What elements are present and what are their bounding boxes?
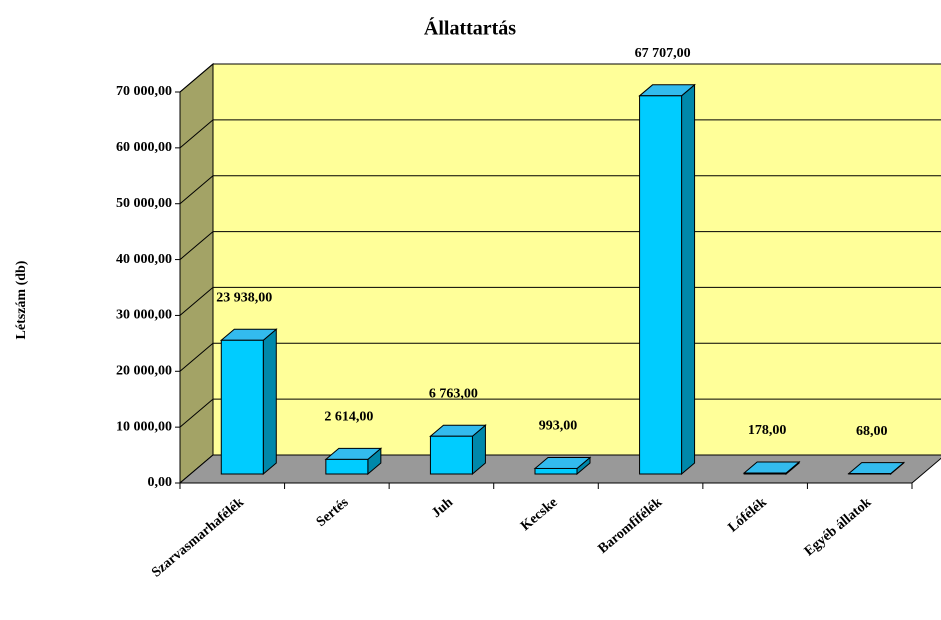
y-tick-label: 30 000,00 [116,308,172,323]
value-label: 993,00 [539,419,578,434]
bar-side [262,328,277,476]
y-tick-label: 70 000,00 [116,84,172,99]
y-tick-label: 0,00 [148,475,173,490]
y-tick-label: 60 000,00 [116,140,172,155]
x-tick-label: Szarvasmarhafélék [149,495,247,581]
y-axis-label: Létszám (db) [14,260,29,339]
bar [325,458,369,475]
bar [429,435,473,475]
grid-line [179,286,941,316]
chart-title: Állattartás [424,17,516,40]
value-label: 23 938,00 [216,291,272,306]
x-tick-label: Egyéb állatok [802,495,875,559]
grid-line [179,119,941,149]
value-label: 2 614,00 [324,410,373,425]
bar-side [681,83,696,476]
x-tick-label: Sertés [314,495,352,530]
bar [534,467,578,475]
x-tick-label: Kecske [518,495,560,534]
bar [743,472,787,475]
y-tick-label: 20 000,00 [116,364,172,379]
side-wall [179,62,214,485]
grid-line [179,231,941,260]
grid-line [179,63,941,93]
y-tick-label: 40 000,00 [116,252,172,267]
grid-line [179,175,941,205]
value-label: 6 763,00 [429,386,478,401]
value-label: 68,00 [856,424,888,439]
grid-line [179,398,941,428]
x-tick-label: Baromfifélék [596,495,666,557]
y-tick-label: 50 000,00 [116,196,172,211]
grid-line [179,342,941,372]
value-label: 178,00 [748,423,787,438]
back-wall [212,63,941,456]
y-tick-label: 10 000,00 [116,419,172,434]
x-tick-label: Juh [429,495,456,521]
x-tick-label: Lófélék [726,495,770,536]
value-label: 67 707,00 [635,46,691,61]
bar [639,95,683,475]
bar [220,339,264,475]
